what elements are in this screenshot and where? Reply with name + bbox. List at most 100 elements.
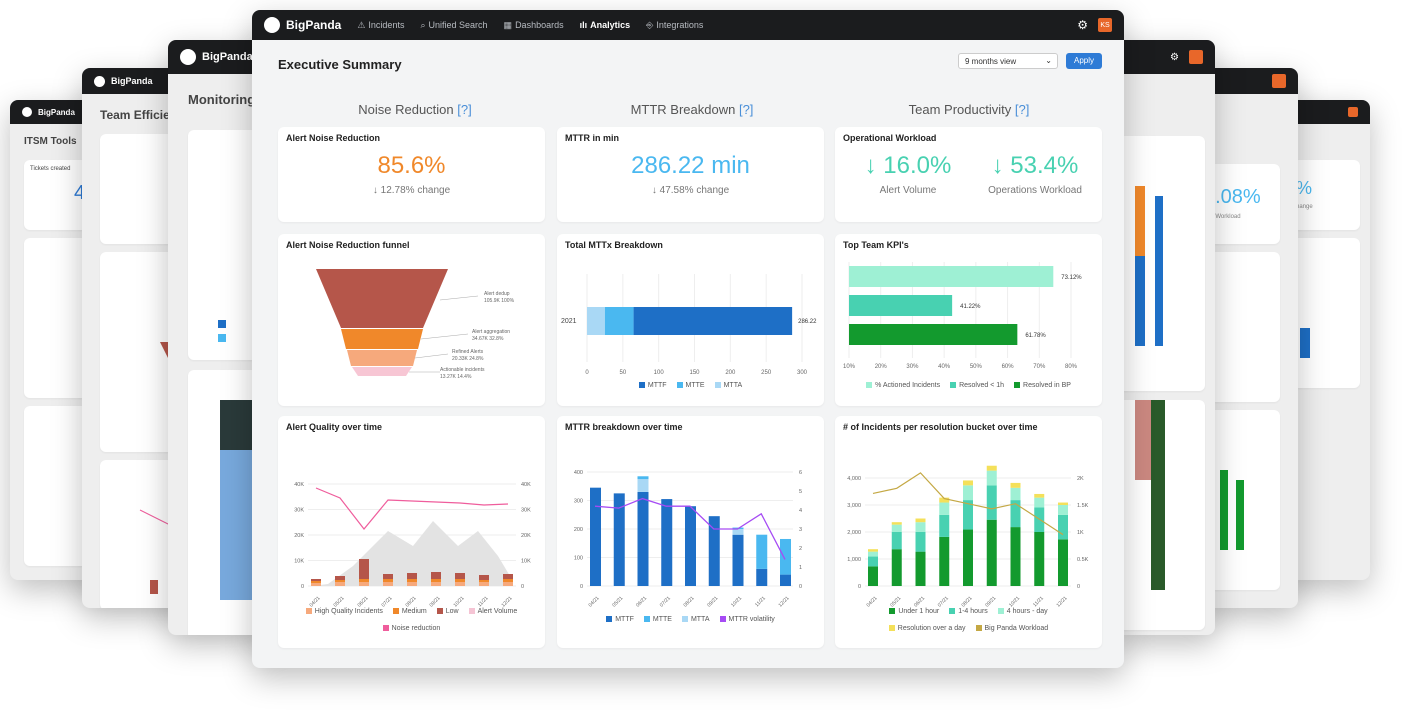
quality-bar[interactable] <box>311 581 321 583</box>
bar-mttf[interactable] <box>633 307 793 335</box>
brand-logo[interactable]: BigPanda <box>264 17 341 33</box>
bucket-bar[interactable] <box>1010 482 1021 488</box>
apply-button[interactable]: Apply <box>1066 53 1102 69</box>
legend-item[interactable]: Medium <box>392 608 427 615</box>
mttr-bar[interactable] <box>780 574 791 586</box>
bucket-bar[interactable] <box>868 566 878 586</box>
mttr-bar[interactable] <box>780 538 791 575</box>
quality-bar[interactable] <box>431 572 441 579</box>
quality-bar[interactable] <box>383 579 393 582</box>
noise-reduction-line[interactable] <box>315 487 509 530</box>
quality-bar[interactable] <box>479 575 489 580</box>
quality-bar[interactable] <box>455 573 465 579</box>
kpi-bar[interactable] <box>849 324 1018 345</box>
quality-bar[interactable] <box>503 574 513 579</box>
quality-bar[interactable] <box>359 579 369 582</box>
quality-bar[interactable] <box>383 574 393 579</box>
legend-item[interactable]: MTTF <box>638 382 667 389</box>
quality-bar[interactable] <box>479 582 489 586</box>
mttr-bar[interactable] <box>756 568 768 586</box>
bucket-bar[interactable] <box>1058 514 1068 540</box>
nav-dashboards[interactable]: ▦ Dashboards <box>503 19 564 30</box>
help-link[interactable]: [?] <box>1014 102 1030 117</box>
bucket-bar[interactable] <box>1034 497 1045 508</box>
bucket-bar[interactable] <box>986 470 997 486</box>
legend-item[interactable]: 4 hours - day <box>997 608 1048 615</box>
quality-bar[interactable] <box>359 559 369 579</box>
legend-item[interactable]: MTTA <box>681 616 710 623</box>
bucket-bar[interactable] <box>963 485 973 501</box>
kpi-bar[interactable] <box>849 295 953 316</box>
bucket-bar[interactable] <box>1010 527 1021 586</box>
bucket-bar[interactable] <box>891 524 902 532</box>
bucket-bar[interactable] <box>891 549 902 586</box>
legend-item[interactable]: MTTR volatility <box>719 616 775 623</box>
bucket-bar[interactable] <box>868 556 878 567</box>
nav-unified-search[interactable]: ⌕ Unified Search <box>420 19 488 30</box>
nav-integrations[interactable]: ⎆ Integrations <box>646 19 704 30</box>
quality-bar[interactable] <box>359 582 369 586</box>
mttr-bar[interactable] <box>732 534 744 586</box>
quality-bar[interactable] <box>407 582 417 586</box>
quality-bar[interactable] <box>335 580 345 582</box>
legend-item[interactable]: Alert Volume <box>468 608 517 615</box>
quality-bar[interactable] <box>455 582 465 586</box>
bucket-bar[interactable] <box>986 485 997 520</box>
legend-item[interactable]: MTTF <box>606 616 634 623</box>
bucket-bar[interactable] <box>1058 505 1068 515</box>
quality-bar[interactable] <box>335 576 345 580</box>
quality-bar[interactable] <box>455 579 465 582</box>
legend-item[interactable]: Resolved < 1h <box>950 382 1004 389</box>
mttr-bar[interactable] <box>756 534 768 569</box>
mttr-bar[interactable] <box>590 487 601 586</box>
quality-bar[interactable] <box>479 580 489 582</box>
legend-item[interactable]: Big Panda Workload <box>975 625 1048 632</box>
mttr-bar[interactable] <box>637 491 649 586</box>
legend-item[interactable]: MTTA <box>714 382 742 389</box>
bucket-bar[interactable] <box>963 480 973 486</box>
mttr-bar[interactable] <box>637 476 649 480</box>
bar-mtte[interactable] <box>604 307 634 335</box>
bucket-bar[interactable] <box>915 532 926 552</box>
legend-item[interactable]: Resolution over a day <box>888 625 966 632</box>
legend-item[interactable]: High Quality Incidents <box>305 608 383 615</box>
quality-bar[interactable] <box>383 582 393 586</box>
bucket-bar[interactable] <box>1034 493 1045 498</box>
gear-icon[interactable]: ⚙ <box>1077 18 1088 32</box>
bucket-bar[interactable] <box>868 551 878 557</box>
bucket-bar[interactable] <box>915 518 926 523</box>
quality-bar[interactable] <box>311 583 321 586</box>
bucket-bar[interactable] <box>939 514 950 537</box>
legend-item[interactable]: Noise reduction <box>382 625 440 632</box>
quality-bar[interactable] <box>431 579 441 582</box>
mttr-bar[interactable] <box>613 493 625 586</box>
quality-bar[interactable] <box>407 579 417 582</box>
bucket-bar[interactable] <box>915 551 926 586</box>
legend-item[interactable]: Resolved in BP <box>1014 382 1071 389</box>
quality-bar[interactable] <box>503 582 513 586</box>
workload-line[interactable] <box>872 472 1064 536</box>
bar-mtta[interactable] <box>587 307 605 335</box>
mttr-bar[interactable] <box>685 506 696 586</box>
kpi-bar[interactable] <box>849 266 1054 287</box>
mttr-bar[interactable] <box>732 529 744 535</box>
bucket-bar[interactable] <box>891 522 902 525</box>
bucket-bar[interactable] <box>1034 532 1045 586</box>
bucket-bar[interactable] <box>868 549 878 552</box>
nav-incidents[interactable]: ⚠ Incidents <box>357 19 405 30</box>
bucket-bar[interactable] <box>939 536 950 586</box>
legend-item[interactable]: 1-4 hours <box>949 608 988 615</box>
legend-item[interactable]: Low <box>436 608 459 615</box>
view-select[interactable]: 9 months view ⌄ <box>958 53 1058 69</box>
bucket-bar[interactable] <box>939 497 950 503</box>
avatar[interactable]: KS <box>1098 18 1112 32</box>
bucket-bar[interactable] <box>939 502 950 515</box>
bucket-bar[interactable] <box>1058 502 1068 505</box>
quality-bar[interactable] <box>335 582 345 586</box>
bucket-bar[interactable] <box>986 465 997 471</box>
mttr-bar[interactable] <box>637 479 649 492</box>
mttr-bar[interactable] <box>661 499 673 586</box>
legend-item[interactable]: MTTE <box>643 616 672 623</box>
quality-bar[interactable] <box>503 579 513 582</box>
bucket-bar[interactable] <box>915 522 926 532</box>
